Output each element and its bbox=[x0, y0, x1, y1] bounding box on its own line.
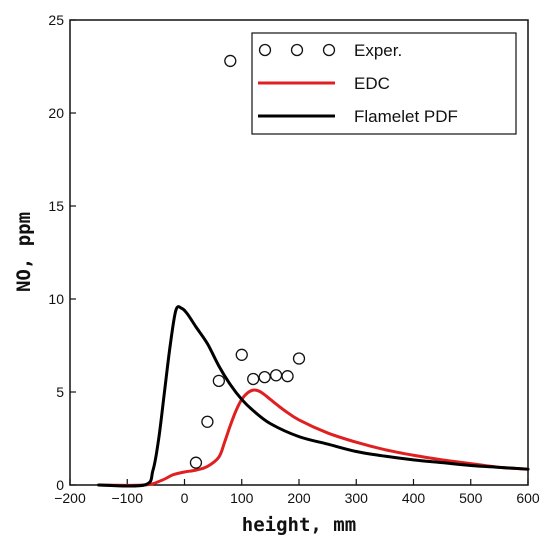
legend-entry-edc: EDC bbox=[258, 74, 390, 93]
x-tick-label: 100 bbox=[230, 490, 254, 506]
series-line-edc bbox=[97, 388, 530, 487]
legend: Exper. EDC Flamelet PDF bbox=[251, 32, 517, 135]
y-tick-label: 25 bbox=[48, 12, 64, 28]
data-point-exper bbox=[235, 348, 248, 361]
data-point-exper bbox=[258, 370, 271, 384]
legend-marker-circle-3 bbox=[322, 43, 336, 57]
x-tick-label: 0 bbox=[181, 490, 189, 506]
legend-marker-circle-2 bbox=[290, 43, 304, 57]
y-axis-ticks: 0 5 10 15 20 25 bbox=[48, 12, 76, 493]
y-axis-title: NO, ppm bbox=[13, 212, 35, 292]
x-axis-title: height, mm bbox=[242, 514, 356, 536]
y-tick-label: 10 bbox=[48, 291, 64, 307]
data-point-exper bbox=[224, 54, 237, 68]
data-point-exper bbox=[247, 372, 260, 386]
series-lines bbox=[97, 305, 530, 488]
y-tick-label: 5 bbox=[56, 384, 64, 400]
legend-marker-circle-1 bbox=[258, 43, 272, 57]
data-point-exper bbox=[189, 456, 203, 469]
y-tick-label: 15 bbox=[48, 198, 64, 214]
x-axis-ticks: −200 −100 0 100 200 300 400 500 600 bbox=[54, 479, 540, 506]
legend-label-exper: Exper. bbox=[354, 41, 402, 60]
x-tick-label: 500 bbox=[459, 490, 483, 506]
legend-entry-flamelet-pdf: Flamelet PDF bbox=[258, 107, 458, 126]
data-point-exper bbox=[292, 352, 306, 365]
x-tick-label: −100 bbox=[111, 490, 143, 506]
x-tick-label: 200 bbox=[287, 490, 311, 506]
y-tick-label: 0 bbox=[56, 477, 64, 493]
x-tick-label: −200 bbox=[54, 490, 86, 506]
series-points bbox=[189, 54, 306, 469]
y-tick-label: 20 bbox=[48, 105, 64, 121]
x-tick-label: 600 bbox=[516, 490, 540, 506]
data-point-exper bbox=[269, 369, 283, 382]
legend-label-edc: EDC bbox=[354, 74, 390, 93]
data-point-exper bbox=[281, 370, 294, 383]
x-tick-label: 400 bbox=[402, 490, 426, 506]
legend-label-flamelet-pdf: Flamelet PDF bbox=[354, 107, 458, 126]
series-line-flamelet-pdf bbox=[97, 305, 530, 488]
x-tick-label: 300 bbox=[345, 490, 369, 506]
data-point-exper bbox=[212, 374, 226, 387]
data-point-exper bbox=[201, 415, 214, 428]
legend-entry-exper: Exper. bbox=[258, 41, 402, 60]
